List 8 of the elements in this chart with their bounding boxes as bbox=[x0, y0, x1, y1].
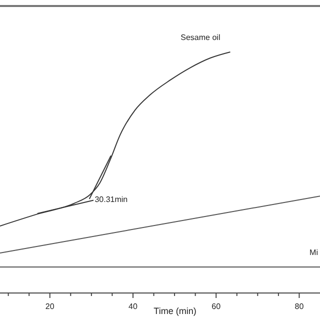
x-tick-label: 60 bbox=[212, 302, 222, 311]
x-tick-label: 80 bbox=[294, 302, 304, 311]
x-tick-label: 20 bbox=[45, 302, 55, 311]
series-label: Sesame oil bbox=[180, 33, 220, 42]
x-tick-label: 40 bbox=[128, 302, 138, 311]
annotation: 30.31min bbox=[94, 195, 128, 204]
x-axis-title: Time (min) bbox=[154, 306, 196, 316]
series-label: Mi bbox=[310, 248, 318, 257]
